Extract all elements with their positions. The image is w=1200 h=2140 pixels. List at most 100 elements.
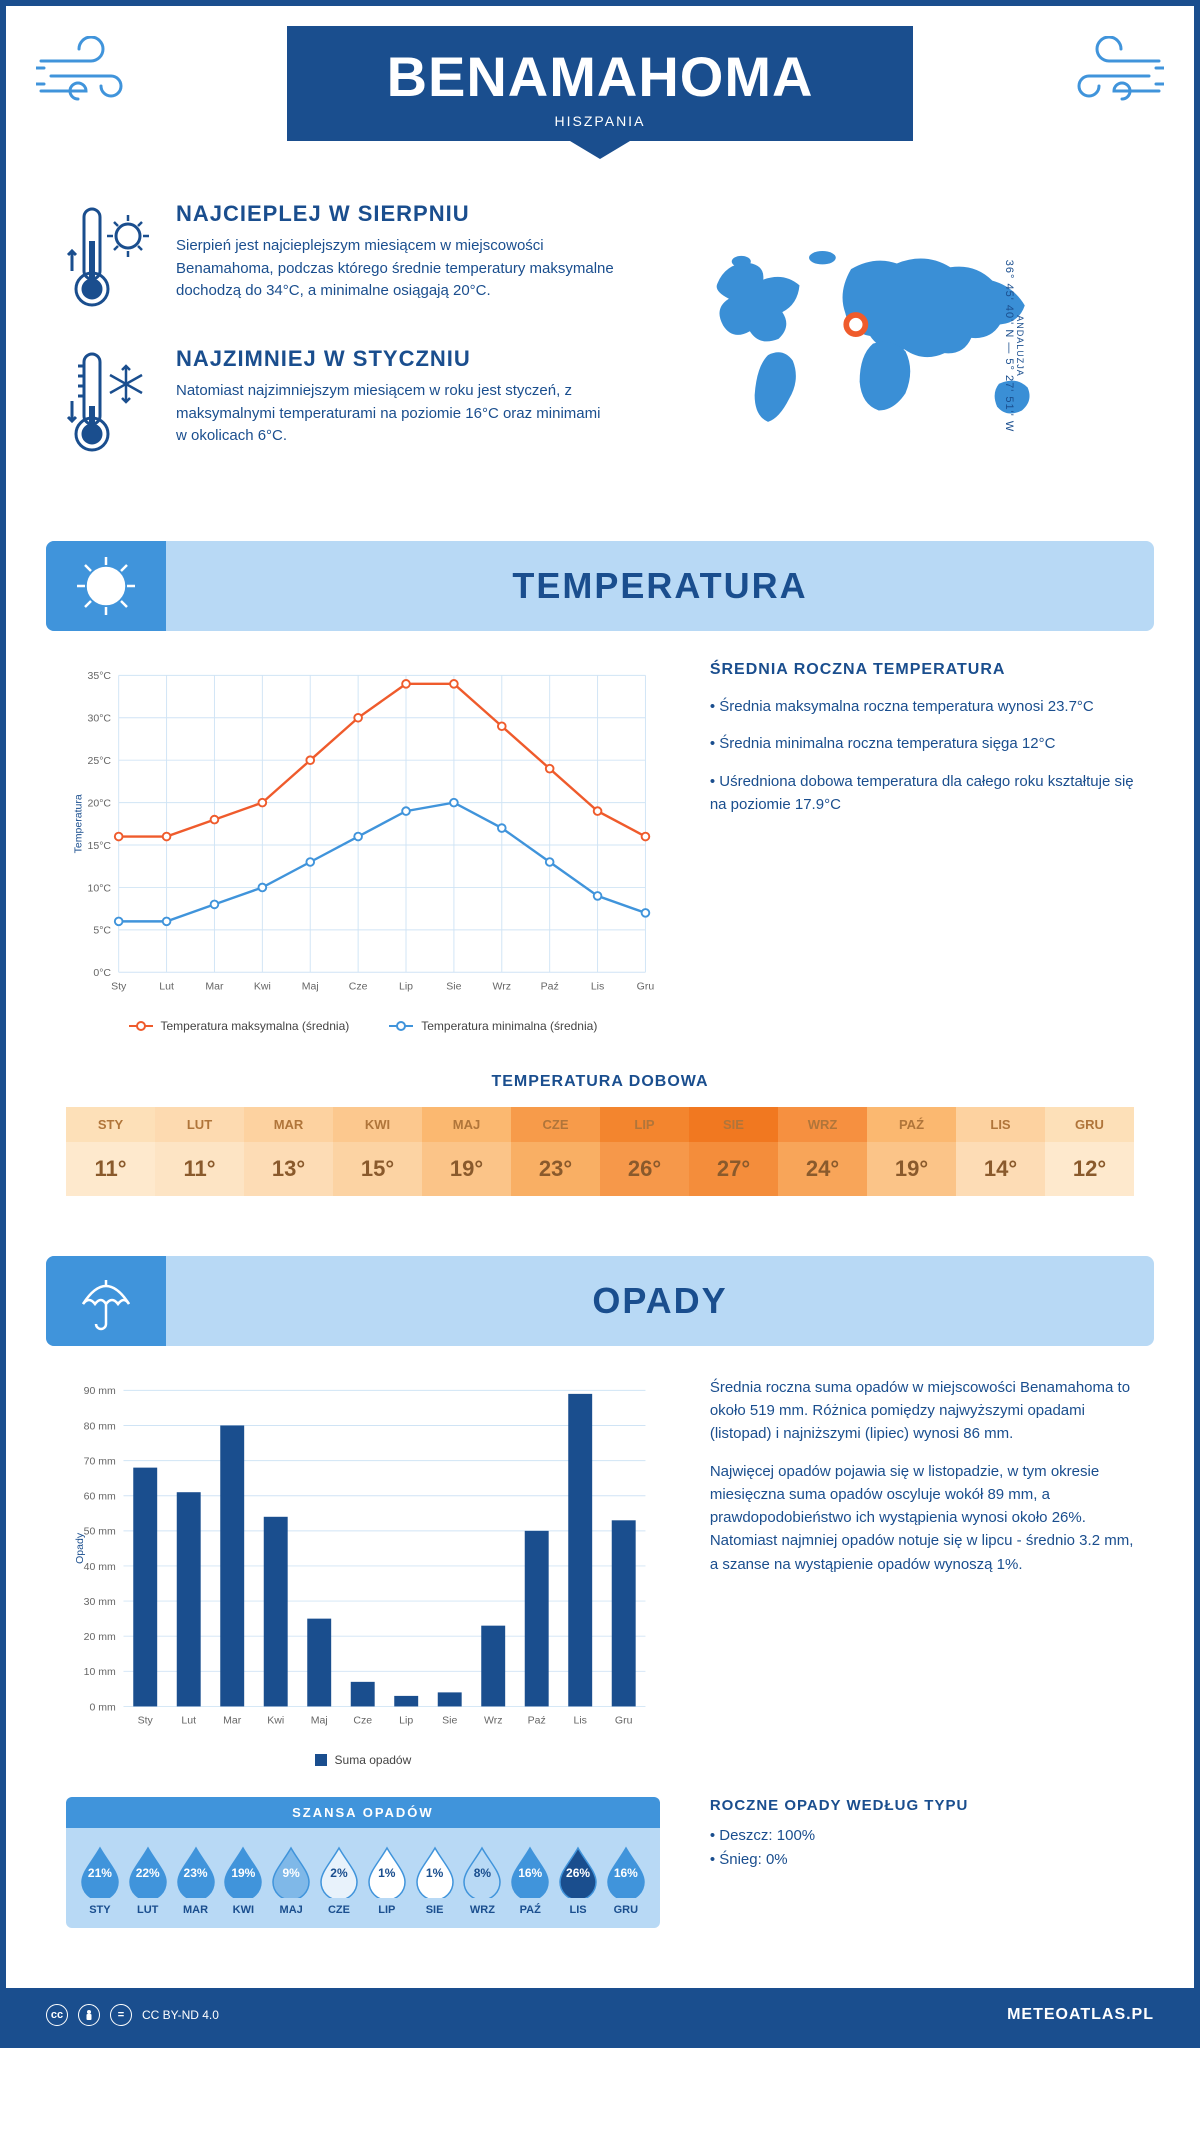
temp-cell: LIP26° — [600, 1107, 689, 1196]
annual-bullet: • Średnia maksymalna roczna temperatura … — [710, 695, 1134, 718]
by-type-line: • Deszcz: 100% — [710, 1824, 1134, 1848]
precip-chart-legend: Suma opadów — [66, 1753, 660, 1767]
svg-text:Lut: Lut — [159, 981, 174, 993]
svg-text:Temperatura: Temperatura — [72, 794, 84, 853]
temperature-annual-text: ŚREDNIA ROCZNA TEMPERATURA • Średnia mak… — [710, 661, 1134, 1033]
title-banner: BENAMAHOMA HISZPANIA — [287, 26, 914, 141]
temp-cell: KWI15° — [333, 1107, 422, 1196]
svg-text:0°C: 0°C — [93, 967, 111, 979]
daily-temperature-table: TEMPERATURA DOBOWA STY11°LUT11°MAR13°KWI… — [6, 1063, 1194, 1236]
header: BENAMAHOMA HISZPANIA — [6, 6, 1194, 191]
page-title: BENAMAHOMA — [387, 44, 814, 109]
temp-cell: MAJ19° — [422, 1107, 511, 1196]
svg-text:Cze: Cze — [353, 1714, 372, 1726]
temperature-section-header: TEMPERATURA — [46, 541, 1154, 631]
cc-icon: cc — [46, 2004, 68, 2026]
umbrella-icon — [46, 1256, 166, 1346]
svg-text:Lis: Lis — [591, 981, 604, 993]
chance-drop: 2%CZE — [315, 1844, 363, 1916]
thermometer-hot-icon — [66, 201, 156, 316]
temp-cell: WRZ24° — [778, 1107, 867, 1196]
precipitation-by-type: ROCZNE OPADY WEDŁUG TYPU • Deszcz: 100%•… — [710, 1797, 1134, 1928]
temp-cell: CZE23° — [511, 1107, 600, 1196]
svg-text:Paź: Paź — [528, 1714, 546, 1726]
precipitation-title: OPADY — [166, 1280, 1154, 1322]
temp-chart-legend: Temperatura maksymalna (średnia) Tempera… — [66, 1019, 660, 1033]
annual-temp-heading: ŚREDNIA ROCZNA TEMPERATURA — [710, 661, 1134, 679]
chance-drop: 9%MAJ — [267, 1844, 315, 1916]
temperature-title: TEMPERATURA — [166, 565, 1154, 607]
wind-icon — [1044, 36, 1164, 116]
svg-text:Paź: Paź — [541, 981, 559, 993]
coldest-text: Natomiast najzimniejszym miesiącem w rok… — [176, 380, 614, 448]
svg-text:80 mm: 80 mm — [84, 1420, 116, 1432]
thermometer-cold-icon — [66, 346, 156, 461]
temp-cell: LIS14° — [956, 1107, 1045, 1196]
site-name: METEOATLAS.PL — [1007, 2006, 1154, 2024]
page: BENAMAHOMA HISZPANIA NAJCIEPLEJ W SIERPN… — [0, 0, 1200, 2048]
svg-text:0 mm: 0 mm — [90, 1701, 117, 1713]
by-type-line: • Śnieg: 0% — [710, 1848, 1134, 1872]
daily-temp-heading: TEMPERATURA DOBOWA — [66, 1073, 1134, 1091]
temperature-content: 0°C5°C10°C15°C20°C25°C30°C35°CStyLutMarK… — [6, 631, 1194, 1063]
nd-icon: = — [110, 2004, 132, 2026]
temp-cell: STY11° — [66, 1107, 155, 1196]
svg-text:Lip: Lip — [399, 981, 413, 993]
svg-text:Opady: Opady — [74, 1532, 86, 1564]
svg-text:20 mm: 20 mm — [84, 1631, 116, 1643]
svg-text:Sie: Sie — [442, 1714, 457, 1726]
svg-text:Lip: Lip — [399, 1714, 413, 1726]
precipitation-chance-table: SZANSA OPADÓW 21%STY22%LUT23%MAR19%KWI9%… — [66, 1797, 660, 1928]
precipitation-content: 0 mm10 mm20 mm30 mm40 mm50 mm60 mm70 mm8… — [6, 1346, 1194, 1797]
world-map-icon — [684, 231, 1104, 460]
precip-text-1: Średnia roczna suma opadów w miejscowośc… — [710, 1376, 1134, 1446]
by-icon — [78, 2004, 100, 2026]
svg-text:Gru: Gru — [637, 981, 655, 993]
svg-text:Sty: Sty — [138, 1714, 154, 1726]
temperature-line-chart: 0°C5°C10°C15°C20°C25°C30°C35°CStyLutMarK… — [66, 661, 660, 1033]
precipitation-text: Średnia roczna suma opadów w miejscowośc… — [710, 1376, 1134, 1767]
temp-cell: LUT11° — [155, 1107, 244, 1196]
svg-text:35°C: 35°C — [88, 670, 112, 682]
coldest-block: NAJZIMNIEJ W STYCZNIU Natomiast najzimni… — [66, 346, 614, 461]
annual-bullet: • Uśredniona dobowa temperatura dla całe… — [710, 770, 1134, 817]
world-map-block: ANDALUZJA 36° 45' 40'' N — 5° 27' 51'' W — [654, 201, 1134, 491]
svg-text:Maj: Maj — [311, 1714, 328, 1726]
svg-text:50 mm: 50 mm — [84, 1525, 116, 1537]
temp-cell: PAŹ19° — [867, 1107, 956, 1196]
hottest-text: Sierpień jest najcieplejszym miesiącem w… — [176, 235, 614, 303]
svg-text:Wrz: Wrz — [484, 1714, 503, 1726]
svg-text:30 mm: 30 mm — [84, 1596, 116, 1608]
svg-text:25°C: 25°C — [88, 755, 112, 767]
chance-drop: 1%LIP — [363, 1844, 411, 1916]
page-subtitle: HISZPANIA — [387, 113, 814, 129]
svg-text:Gru: Gru — [615, 1714, 633, 1726]
svg-text:15°C: 15°C — [88, 840, 112, 852]
svg-text:Kwi: Kwi — [267, 1714, 284, 1726]
svg-text:30°C: 30°C — [88, 713, 112, 725]
svg-text:Sty: Sty — [111, 981, 127, 993]
precipitation-section-header: OPADY — [46, 1256, 1154, 1346]
chance-drop: 26%LIS — [554, 1844, 602, 1916]
chance-drop: 23%MAR — [172, 1844, 220, 1916]
license-text: CC BY-ND 4.0 — [142, 2008, 219, 2022]
hottest-heading: NAJCIEPLEJ W SIERPNIU — [176, 201, 614, 227]
svg-text:Mar: Mar — [223, 1714, 242, 1726]
temp-cell: GRU12° — [1045, 1107, 1134, 1196]
intro-text-column: NAJCIEPLEJ W SIERPNIU Sierpień jest najc… — [66, 201, 614, 491]
chance-drop: 16%PAŹ — [506, 1844, 554, 1916]
svg-text:Wrz: Wrz — [493, 981, 512, 993]
svg-text:Maj: Maj — [302, 981, 319, 993]
chance-drop: 21%STY — [76, 1844, 124, 1916]
chance-drop: 22%LUT — [124, 1844, 172, 1916]
svg-text:Kwi: Kwi — [254, 981, 271, 993]
svg-text:Mar: Mar — [205, 981, 224, 993]
svg-text:5°C: 5°C — [93, 925, 111, 937]
annual-bullet: • Średnia minimalna roczna temperatura s… — [710, 732, 1134, 755]
svg-text:60 mm: 60 mm — [84, 1490, 116, 1502]
wind-icon — [36, 36, 156, 116]
svg-text:Sie: Sie — [446, 981, 461, 993]
svg-text:Lis: Lis — [573, 1714, 586, 1726]
precip-text-2: Najwięcej opadów pojawia się w listopadz… — [710, 1460, 1134, 1576]
sun-icon — [46, 541, 166, 631]
